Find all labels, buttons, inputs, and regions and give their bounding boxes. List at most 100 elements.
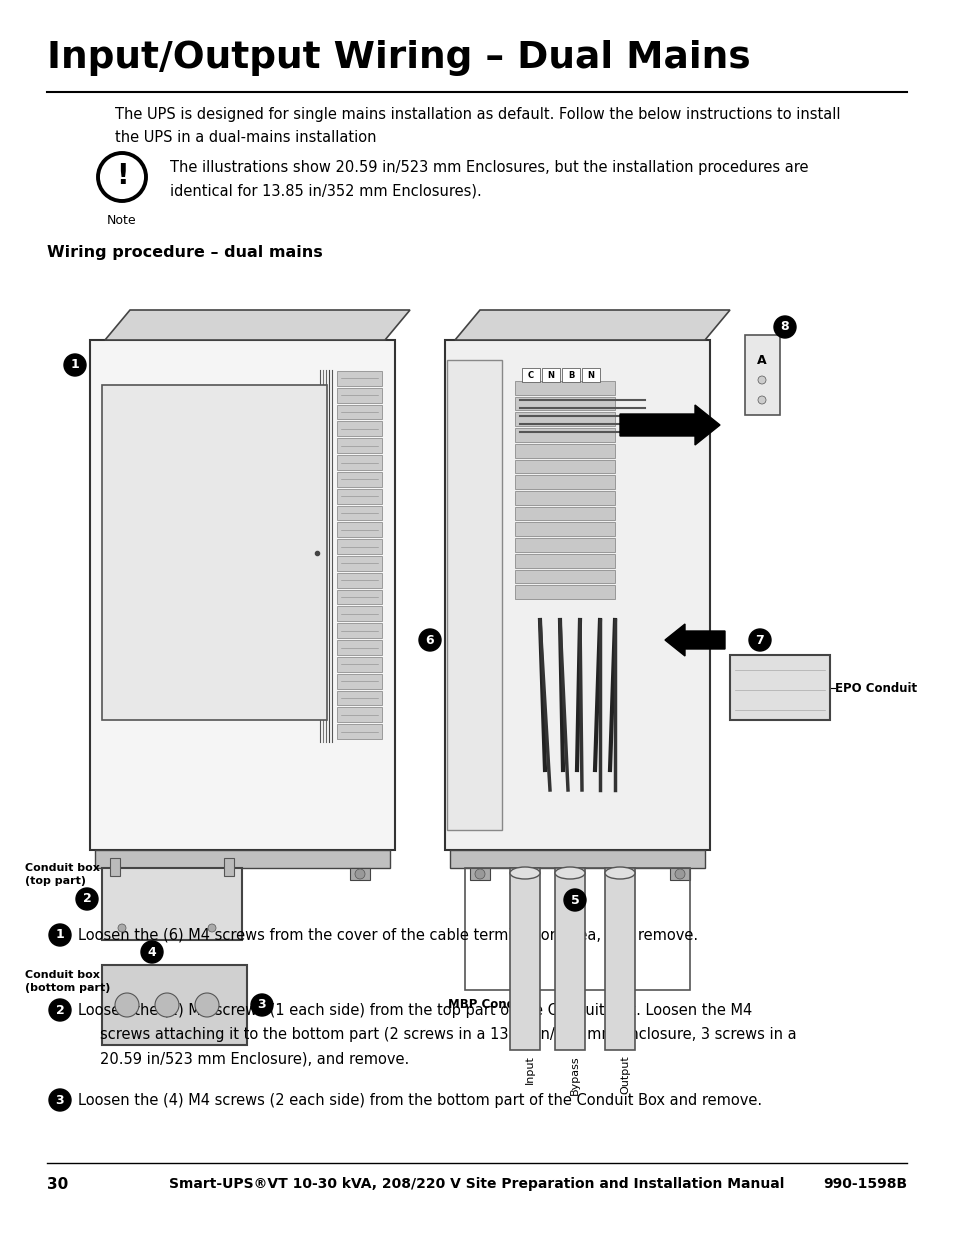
Text: Loosen the (6) M4 screws from the cover of the cable termination area, and remov: Loosen the (6) M4 screws from the cover …: [78, 927, 698, 944]
Bar: [515, 553, 615, 568]
Bar: [515, 429, 615, 442]
Text: Input: Input: [524, 1055, 535, 1084]
Circle shape: [49, 1089, 71, 1112]
Bar: [729, 655, 829, 720]
Text: !: !: [115, 162, 128, 190]
Bar: [336, 724, 381, 739]
Circle shape: [675, 869, 684, 879]
Text: The UPS is designed for single mains installation as default. Follow the below i: The UPS is designed for single mains ins…: [115, 107, 840, 146]
Circle shape: [475, 869, 484, 879]
Text: 3: 3: [55, 1093, 64, 1107]
Circle shape: [251, 994, 273, 1016]
Circle shape: [118, 924, 126, 932]
Bar: [515, 412, 615, 426]
Bar: [336, 624, 381, 638]
Bar: [224, 858, 233, 876]
Circle shape: [125, 869, 135, 879]
Text: B: B: [567, 370, 574, 379]
Circle shape: [563, 889, 585, 911]
Bar: [515, 522, 615, 536]
Bar: [336, 438, 381, 453]
Circle shape: [76, 888, 98, 910]
Bar: [350, 868, 370, 881]
Circle shape: [115, 993, 139, 1016]
Bar: [102, 965, 247, 1045]
Bar: [336, 370, 381, 385]
Bar: [336, 522, 381, 537]
Text: 2: 2: [83, 893, 91, 905]
Bar: [336, 606, 381, 621]
Bar: [336, 405, 381, 420]
Bar: [541, 368, 559, 382]
Text: N: N: [547, 370, 554, 379]
Bar: [336, 657, 381, 672]
Circle shape: [49, 924, 71, 946]
Text: MBP Conduit: MBP Conduit: [447, 998, 532, 1011]
Text: 990-1598B: 990-1598B: [822, 1177, 906, 1191]
Bar: [90, 340, 395, 850]
Text: Note: Note: [107, 214, 136, 227]
Text: 8: 8: [780, 321, 788, 333]
Bar: [464, 868, 689, 990]
Bar: [555, 868, 584, 1050]
Bar: [336, 556, 381, 571]
Bar: [515, 459, 615, 473]
Bar: [515, 396, 615, 410]
Bar: [669, 868, 689, 881]
Bar: [444, 340, 709, 850]
Circle shape: [64, 354, 86, 375]
Bar: [515, 538, 615, 552]
Bar: [95, 850, 390, 868]
Circle shape: [194, 993, 219, 1016]
Bar: [515, 382, 615, 395]
Circle shape: [758, 396, 765, 404]
Polygon shape: [105, 310, 410, 340]
Text: Conduit box
(bottom part): Conduit box (bottom part): [25, 969, 111, 993]
Bar: [120, 868, 140, 881]
Bar: [336, 674, 381, 689]
Text: screws attaching it to the bottom part (2 screws in a 13.8 5in/352 mm Enclosure,: screws attaching it to the bottom part (…: [100, 1028, 796, 1042]
Text: Loosen the (4) M4 screws (2 each side) from the bottom part of the Conduit Box a: Loosen the (4) M4 screws (2 each side) f…: [78, 1093, 761, 1108]
Circle shape: [154, 993, 179, 1016]
Text: Conduit box
(top part): Conduit box (top part): [25, 863, 100, 887]
Bar: [447, 359, 501, 830]
Text: Output: Output: [619, 1055, 629, 1094]
Polygon shape: [455, 310, 729, 340]
Bar: [336, 708, 381, 722]
Circle shape: [748, 629, 770, 651]
Bar: [336, 421, 381, 436]
Bar: [336, 690, 381, 705]
Bar: [515, 475, 615, 489]
Text: Smart-UPS®VT 10-30 kVA, 208/220 V Site Preparation and Installation Manual: Smart-UPS®VT 10-30 kVA, 208/220 V Site P…: [169, 1177, 784, 1191]
Text: N: N: [587, 370, 594, 379]
Text: 30: 30: [47, 1177, 69, 1192]
Circle shape: [758, 375, 765, 384]
Text: The illustrations show 20.59 in/523 mm Enclosures, but the installation procedur: The illustrations show 20.59 in/523 mm E…: [170, 161, 807, 199]
Bar: [102, 868, 242, 940]
Text: Input/Output Wiring – Dual Mains: Input/Output Wiring – Dual Mains: [47, 40, 750, 77]
Bar: [470, 868, 490, 881]
Text: A: A: [757, 353, 766, 367]
Bar: [336, 388, 381, 403]
FancyArrow shape: [664, 624, 724, 656]
Bar: [515, 585, 615, 599]
Text: Bypass: Bypass: [569, 1055, 579, 1094]
Circle shape: [355, 869, 365, 879]
Bar: [450, 850, 704, 868]
Bar: [515, 492, 615, 505]
Ellipse shape: [604, 867, 635, 879]
Text: C: C: [527, 370, 534, 379]
Bar: [744, 335, 780, 415]
Bar: [604, 868, 635, 1050]
Bar: [515, 506, 615, 520]
Bar: [515, 443, 615, 458]
Bar: [515, 569, 615, 583]
Text: 2: 2: [55, 1004, 64, 1016]
Text: 20.59 in/523 mm Enclosure), and remove.: 20.59 in/523 mm Enclosure), and remove.: [100, 1051, 409, 1066]
Text: 4: 4: [148, 946, 156, 958]
Bar: [336, 540, 381, 555]
Text: 7: 7: [755, 634, 763, 646]
Bar: [561, 368, 579, 382]
Text: 3: 3: [257, 999, 266, 1011]
Text: 6: 6: [425, 634, 434, 646]
